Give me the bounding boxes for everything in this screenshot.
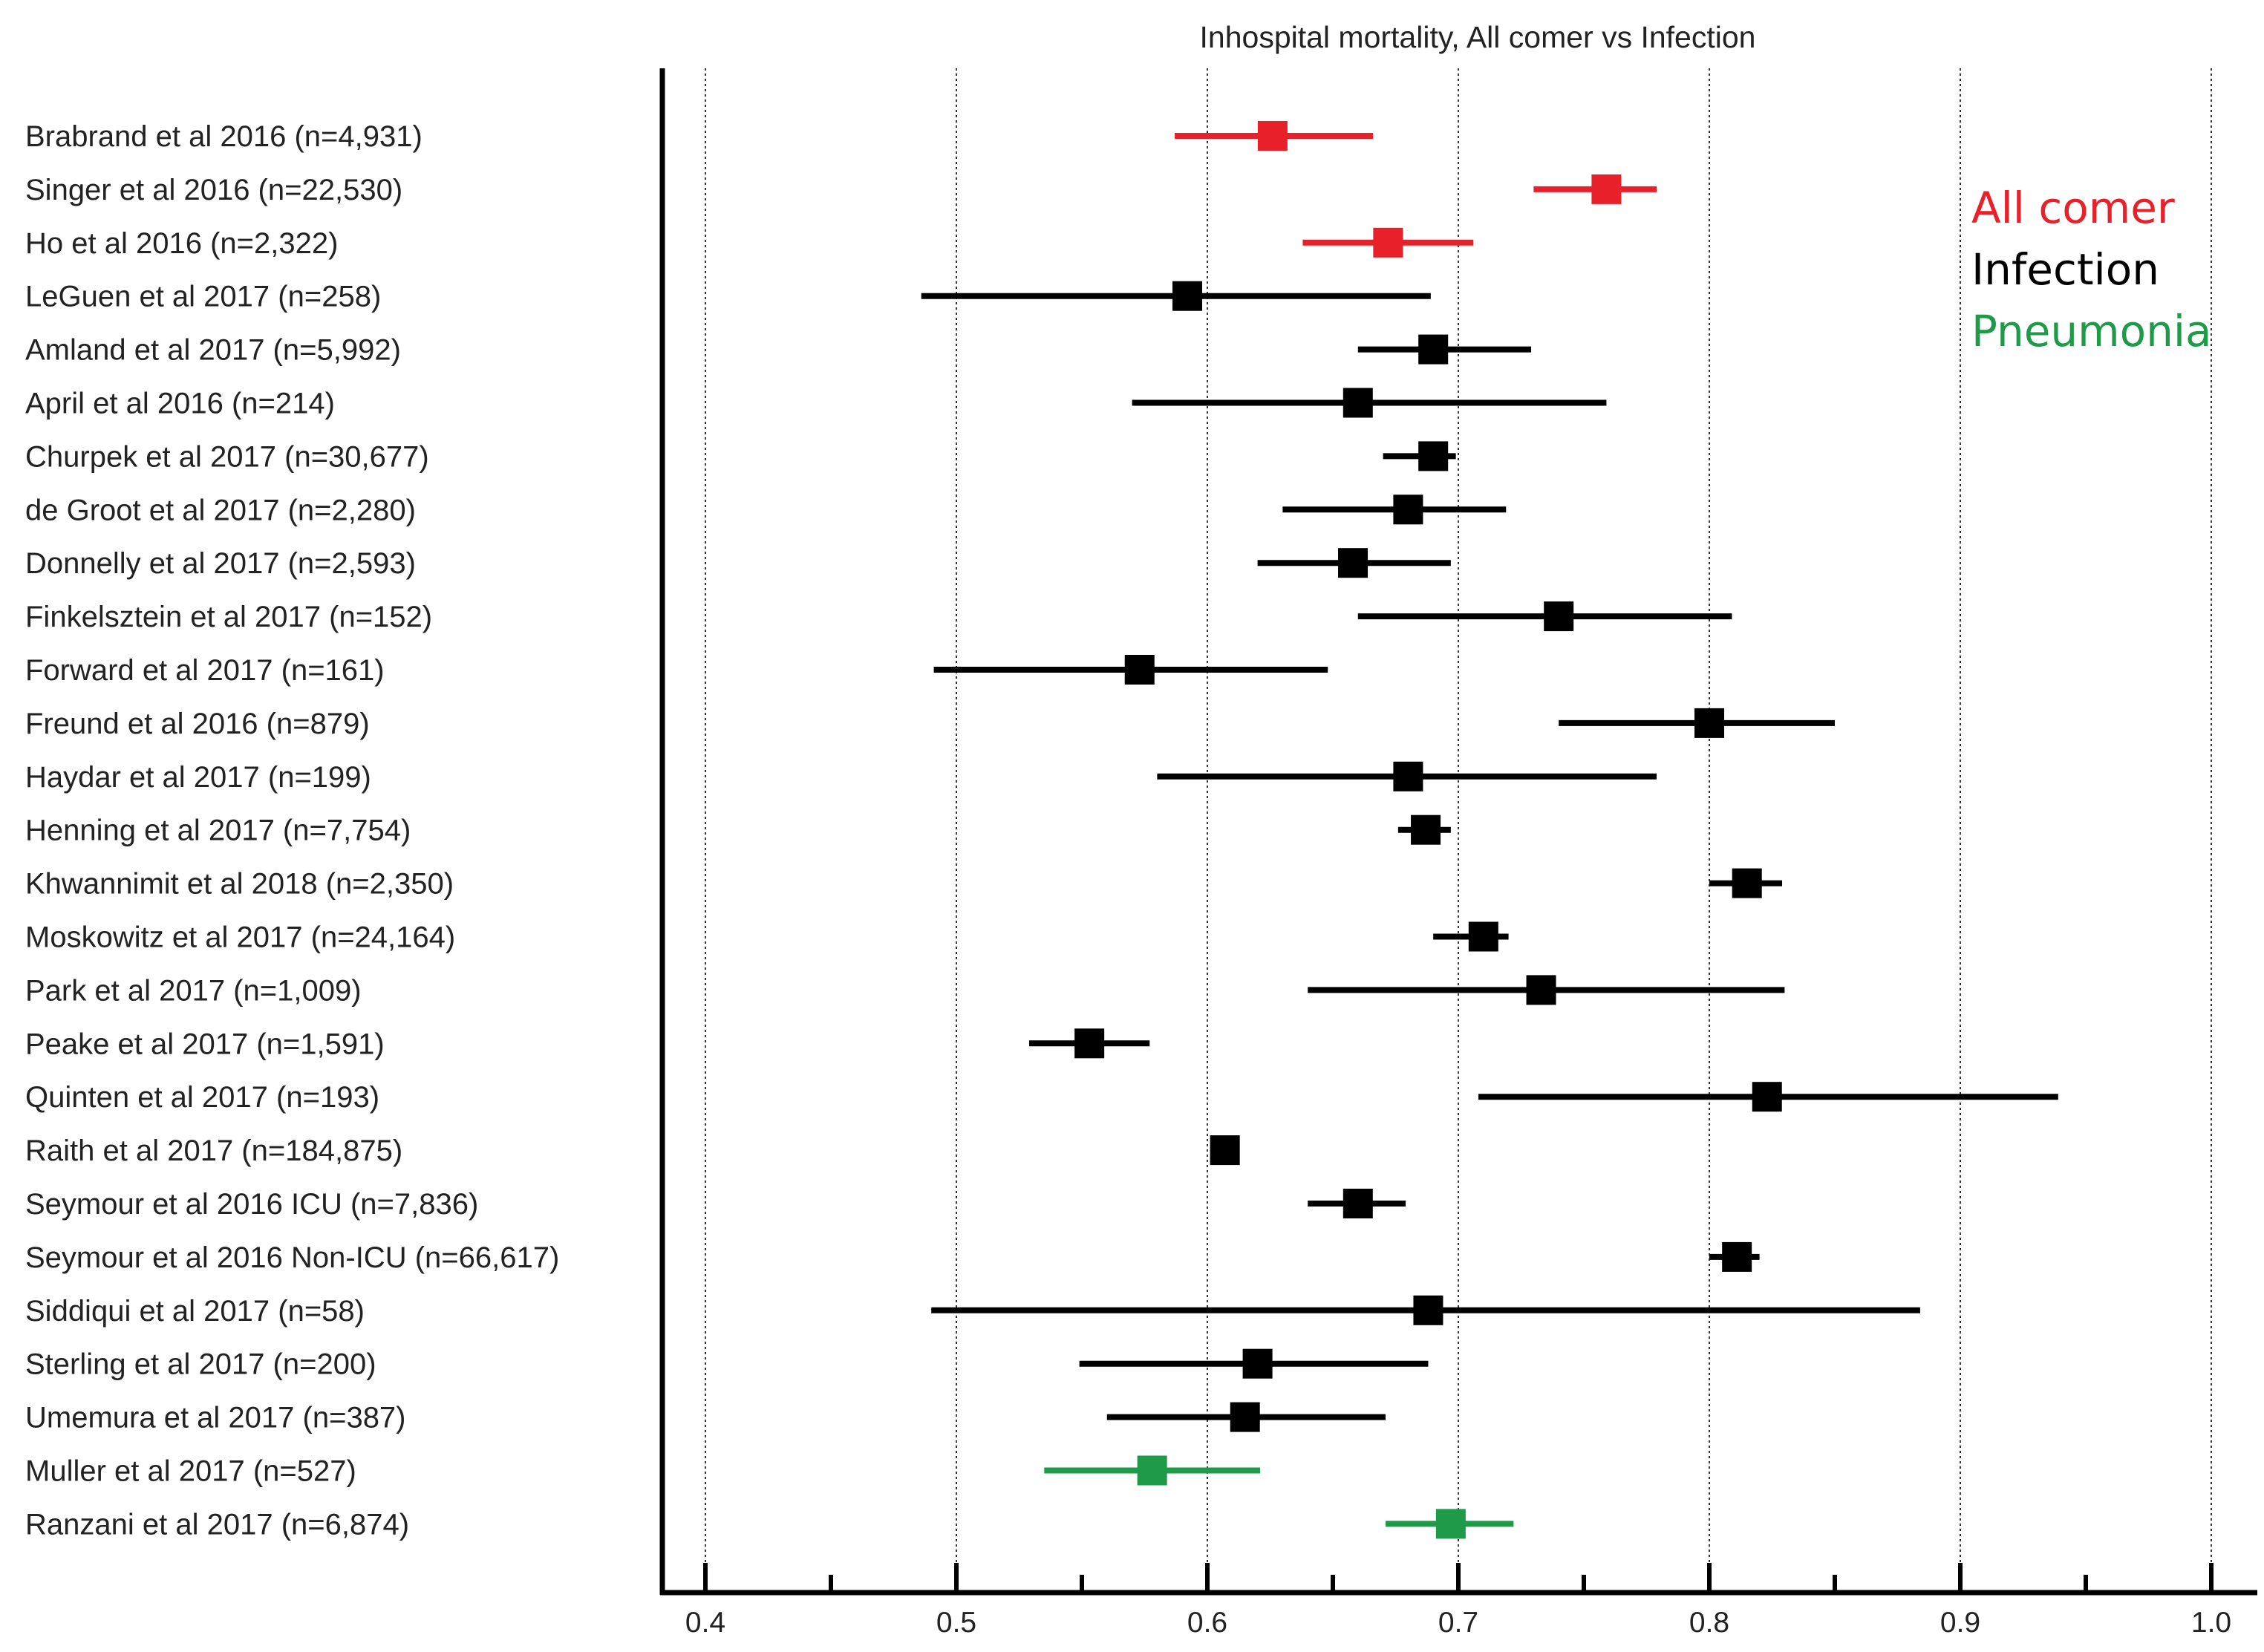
point-estimate <box>1411 814 1441 845</box>
study-label: Umemura et al 2017 (n=387) <box>25 1402 406 1434</box>
legend-entry-pneumonia: Pneumonia <box>1971 306 2212 356</box>
legend-entry-infection: Infection <box>1971 244 2159 295</box>
study-label: Sterling et al 2017 (n=200) <box>25 1348 376 1381</box>
study-rows: Brabrand et al 2016 (n=4,931) Singer et a… <box>25 120 2058 1541</box>
legend-entry-all-comer: All comer <box>1971 183 2175 233</box>
x-tick-label: 0.8 <box>1689 1607 1729 1639</box>
study-label: Amland et al 2017 (n=5,992) <box>25 334 401 367</box>
point-estimate <box>1257 121 1288 151</box>
x-tick-label: 0.5 <box>936 1607 976 1639</box>
study-label: Henning et al 2017 (n=7,754) <box>25 814 411 847</box>
legend: All comer Infection Pneumonia <box>1971 183 2212 356</box>
study-label: Forward et al 2017 (n=161) <box>25 654 385 687</box>
study-label: Park et al 2017 (n=1,009) <box>25 974 362 1007</box>
study-label: April et al 2016 (n=214) <box>25 388 335 420</box>
point-estimate <box>1418 334 1449 365</box>
study-label: de Groot et al 2017 (n=2,280) <box>25 494 416 526</box>
x-tick-label: 0.4 <box>685 1607 725 1639</box>
study-label: Siddiqui et al 2017 (n=58) <box>25 1295 365 1328</box>
point-estimate <box>1526 975 1556 1005</box>
point-estimate <box>1468 921 1498 952</box>
study-label: Churpek et al 2017 (n=30,677) <box>25 440 429 473</box>
point-estimate <box>1544 601 1574 632</box>
study-label: Peake et al 2017 (n=1,591) <box>25 1028 385 1060</box>
study-label: Quinten et al 2017 (n=193) <box>25 1081 379 1114</box>
point-estimate <box>1413 1295 1443 1325</box>
study-label: Haydar et al 2017 (n=199) <box>25 761 371 794</box>
point-estimate <box>1694 708 1724 738</box>
chart-title: Inhospital mortality, All comer vs Infec… <box>1200 20 1756 54</box>
grid-lines <box>705 68 2212 1593</box>
x-axis-ticks: 0.4 0.5 0.6 0.7 0.8 0.9 1.0 <box>685 1563 2231 1639</box>
point-estimate <box>1591 174 1622 204</box>
study-label: Finkelsztein et al 2017 (n=152) <box>25 601 432 633</box>
study-label: Brabrand et al 2016 (n=4,931) <box>25 120 423 153</box>
point-estimate <box>1343 1189 1373 1218</box>
study-label: Donnelly et al 2017 (n=2,593) <box>25 547 416 580</box>
x-tick-label: 0.9 <box>1940 1607 1980 1639</box>
study-label: Singer et al 2016 (n=22,530) <box>25 174 402 206</box>
point-estimate <box>1722 1241 1752 1272</box>
x-tick-label: 1.0 <box>2191 1607 2231 1639</box>
study-label: Muller et al 2017 (n=527) <box>25 1455 356 1488</box>
study-label: Raith et al 2017 (n=184,875) <box>25 1134 402 1167</box>
study-label: Seymour et al 2016 Non-ICU (n=66,617) <box>25 1241 559 1274</box>
point-estimate <box>1343 388 1373 418</box>
point-estimate <box>1418 441 1449 471</box>
point-estimate <box>1435 1509 1466 1539</box>
point-estimate <box>1393 761 1423 791</box>
point-estimate <box>1752 1082 1782 1112</box>
point-estimate <box>1732 868 1762 898</box>
study-label: Seymour et al 2016 ICU (n=7,836) <box>25 1188 478 1221</box>
point-estimate <box>1393 494 1423 525</box>
x-tick-label: 0.6 <box>1187 1607 1227 1639</box>
point-estimate <box>1242 1348 1273 1379</box>
point-estimate <box>1373 227 1403 258</box>
study-label: Ho et al 2016 (n=2,322) <box>25 227 338 260</box>
point-estimate <box>1230 1402 1260 1432</box>
study-label: Ranzani et al 2017 (n=6,874) <box>25 1508 409 1541</box>
study-label: Khwannimit et al 2018 (n=2,350) <box>25 868 454 901</box>
point-estimate <box>1172 281 1202 311</box>
study-label: LeGuen et al 2017 (n=258) <box>25 281 381 313</box>
x-tick-label: 0.7 <box>1438 1607 1478 1639</box>
study-label: Moskowitz et al 2017 (n=24,164) <box>25 921 455 954</box>
point-estimate <box>1124 655 1155 685</box>
study-label: Freund et al 2016 (n=879) <box>25 708 370 740</box>
point-estimate <box>1210 1135 1240 1166</box>
point-estimate <box>1338 548 1368 578</box>
point-estimate <box>1074 1028 1105 1059</box>
point-estimate <box>1137 1455 1167 1486</box>
